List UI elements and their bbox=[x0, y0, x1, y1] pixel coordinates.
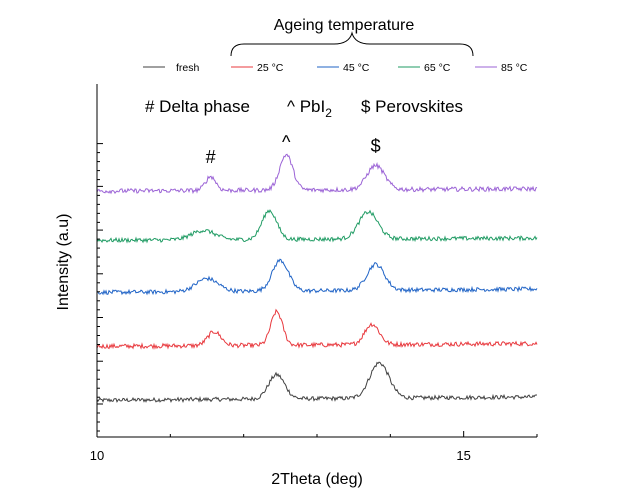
series-line-4 bbox=[96, 153, 538, 195]
peak-marker-0: # bbox=[206, 147, 216, 167]
peak-marker-1: ^ bbox=[282, 132, 291, 152]
legend-label-1: 25 °C bbox=[257, 62, 284, 74]
x-tick-label: 15 bbox=[456, 448, 470, 463]
annotation-perovskites: $ Perovskites bbox=[361, 97, 463, 116]
legend-brace bbox=[230, 31, 474, 57]
legend-group-label: Ageing temperature bbox=[274, 17, 415, 34]
legend-label-4: 85 °C bbox=[501, 62, 528, 74]
series-line-0 bbox=[96, 361, 537, 404]
x-axis-label: 2Theta (deg) bbox=[271, 471, 363, 488]
axes bbox=[96, 84, 537, 438]
y-ticks bbox=[97, 143, 103, 432]
series-line-1 bbox=[96, 308, 538, 350]
x-ticks: 10 15 bbox=[90, 431, 538, 463]
legend-label-0: fresh bbox=[176, 62, 200, 74]
legend-label-3: 65 °C bbox=[424, 62, 451, 74]
annotation-pbi2-main: ^ PbI bbox=[287, 97, 325, 116]
peak-marker-2: $ bbox=[371, 136, 381, 156]
x-tick-label: 10 bbox=[90, 448, 104, 463]
series-line-3 bbox=[96, 209, 538, 244]
peak-markers: # ^ $ bbox=[206, 132, 381, 167]
legend: fresh 25 °C 45 °C 65 °C 85 °C bbox=[143, 62, 528, 74]
annotation-pbi2-subscript: 2 bbox=[325, 106, 332, 120]
series-line-2 bbox=[96, 258, 538, 296]
y-axis-label: Intensity (a.u) bbox=[55, 214, 72, 311]
annotation-delta-phase: # Delta phase bbox=[145, 97, 250, 116]
annotation-pbi2: ^ PbI2 bbox=[287, 97, 332, 120]
series-layer bbox=[96, 153, 538, 404]
legend-label-2: 45 °C bbox=[343, 62, 370, 74]
